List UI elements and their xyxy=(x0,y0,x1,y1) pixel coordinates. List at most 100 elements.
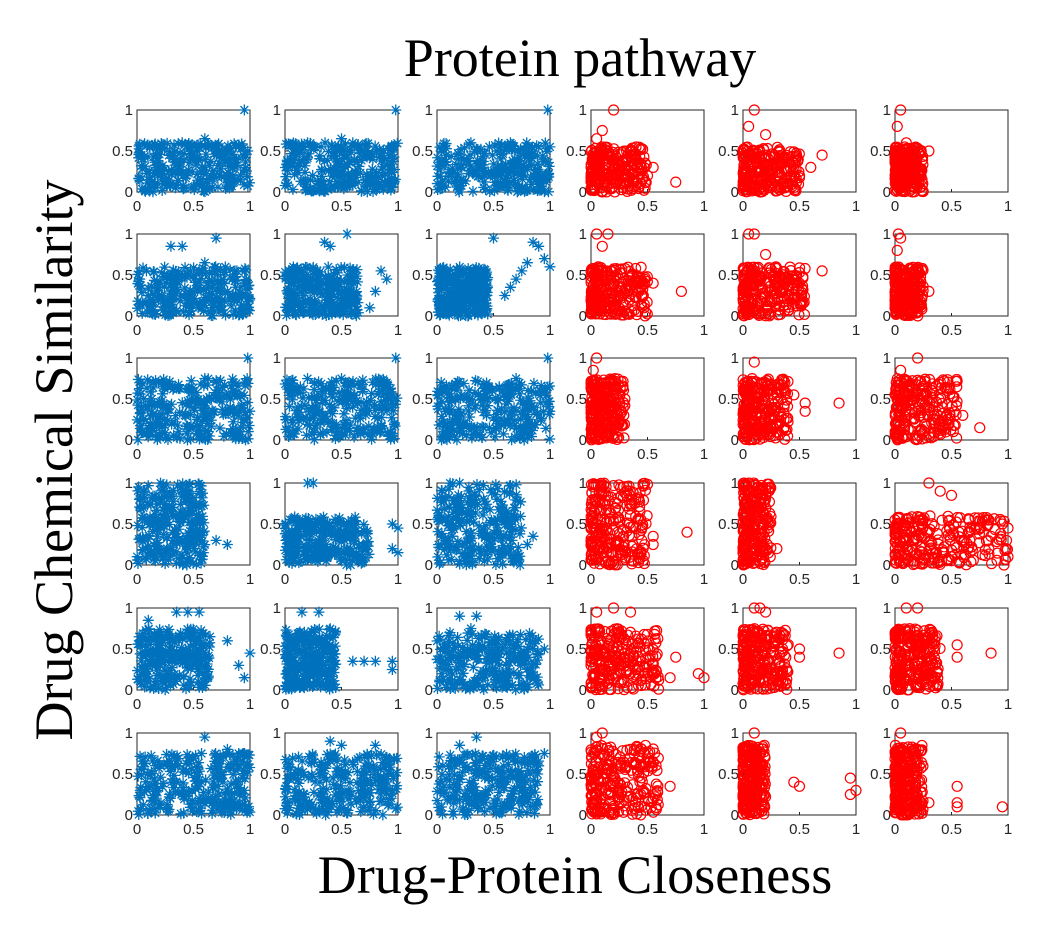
x-tick-label: 0.5 xyxy=(483,198,504,215)
data-point xyxy=(302,137,314,149)
data-point xyxy=(242,180,254,192)
data-point xyxy=(339,302,351,314)
data-point xyxy=(606,154,618,166)
y-tick-label: 0 xyxy=(425,184,433,201)
data-point xyxy=(197,262,209,274)
data-point xyxy=(891,153,903,165)
data-point xyxy=(453,266,465,278)
y-tick-label: 0.5 xyxy=(718,267,739,284)
data-point xyxy=(750,298,763,310)
data-point xyxy=(325,182,337,194)
data-point xyxy=(208,169,220,181)
data-point xyxy=(135,279,147,291)
x-tick-label: 1 xyxy=(700,198,708,215)
data-point xyxy=(587,280,599,292)
data-point xyxy=(454,261,466,273)
data-point xyxy=(525,178,537,190)
data-point xyxy=(319,394,331,406)
data-point xyxy=(434,156,446,168)
panel-r1-c3: 0 0.5 100.51 xyxy=(412,102,556,215)
data-point xyxy=(505,408,517,420)
data-point xyxy=(596,185,609,197)
data-point xyxy=(151,147,163,159)
data-point xyxy=(376,163,388,175)
x-tick-label: 0 xyxy=(133,198,141,215)
data-point xyxy=(339,262,351,274)
data-point xyxy=(352,156,364,168)
data-point xyxy=(134,273,146,285)
data-point xyxy=(332,285,344,297)
data-point xyxy=(431,178,443,190)
data-point xyxy=(593,178,605,190)
data-point xyxy=(537,150,549,162)
data-point xyxy=(197,415,209,427)
data-point xyxy=(215,296,227,308)
panel-grid: 0 0.5 100.510 0.5 100.510 0.5 100.510 0.5 100.51… xyxy=(112,102,1014,838)
data-point xyxy=(472,171,484,183)
data-point xyxy=(444,263,456,275)
data-point xyxy=(303,420,315,432)
data-point xyxy=(389,173,401,185)
data-point xyxy=(742,285,754,298)
data-point xyxy=(297,273,309,285)
data-point xyxy=(331,274,343,286)
data-point xyxy=(477,290,489,302)
data-point xyxy=(675,285,688,297)
data-point xyxy=(446,270,458,282)
data-point xyxy=(307,281,319,293)
data-point xyxy=(176,137,188,149)
data-point xyxy=(498,389,510,401)
data-point xyxy=(769,159,781,171)
data-point xyxy=(478,147,490,159)
data-point xyxy=(133,143,145,155)
y-tick-label: 0.5 xyxy=(870,391,891,408)
data-point xyxy=(198,305,210,317)
data-point xyxy=(608,263,620,275)
data-point xyxy=(745,181,757,193)
data-point xyxy=(366,177,378,189)
data-point xyxy=(670,176,682,188)
data-point xyxy=(909,170,921,183)
data-point xyxy=(466,295,478,307)
data-point xyxy=(194,398,206,410)
panel-r1-c6: 0 0.5 100.51 xyxy=(870,102,1012,215)
data-point xyxy=(155,162,167,174)
data-point xyxy=(521,422,533,434)
data-point xyxy=(231,154,243,166)
data-point xyxy=(240,165,252,177)
data-point xyxy=(191,178,203,190)
data-point xyxy=(754,163,767,176)
data-point xyxy=(455,309,467,321)
data-point xyxy=(144,173,156,185)
data-point xyxy=(458,378,470,390)
x-tick-label: 0.5 xyxy=(789,446,810,463)
data-point xyxy=(455,174,467,186)
data-point xyxy=(205,155,217,167)
data-point xyxy=(212,160,224,172)
data-point xyxy=(237,149,249,161)
data-point xyxy=(535,397,547,409)
data-point xyxy=(286,277,298,289)
data-point xyxy=(619,263,631,275)
data-point xyxy=(391,137,403,149)
data-point xyxy=(352,176,364,188)
data-point xyxy=(132,295,144,307)
data-point xyxy=(197,177,209,189)
x-tick-label: 0 xyxy=(587,322,595,339)
data-point xyxy=(226,291,238,303)
data-point xyxy=(764,308,777,321)
data-point xyxy=(432,274,444,286)
data-point xyxy=(748,356,760,368)
data-point xyxy=(524,151,536,163)
data-point xyxy=(461,280,473,292)
data-point xyxy=(481,300,493,312)
data-point xyxy=(633,277,645,290)
data-point xyxy=(241,171,253,183)
data-point xyxy=(229,265,241,277)
data-point xyxy=(280,271,292,283)
data-point xyxy=(793,309,805,321)
data-point xyxy=(768,285,781,297)
data-point xyxy=(166,398,178,410)
data-point xyxy=(147,151,159,163)
data-point xyxy=(287,374,299,386)
